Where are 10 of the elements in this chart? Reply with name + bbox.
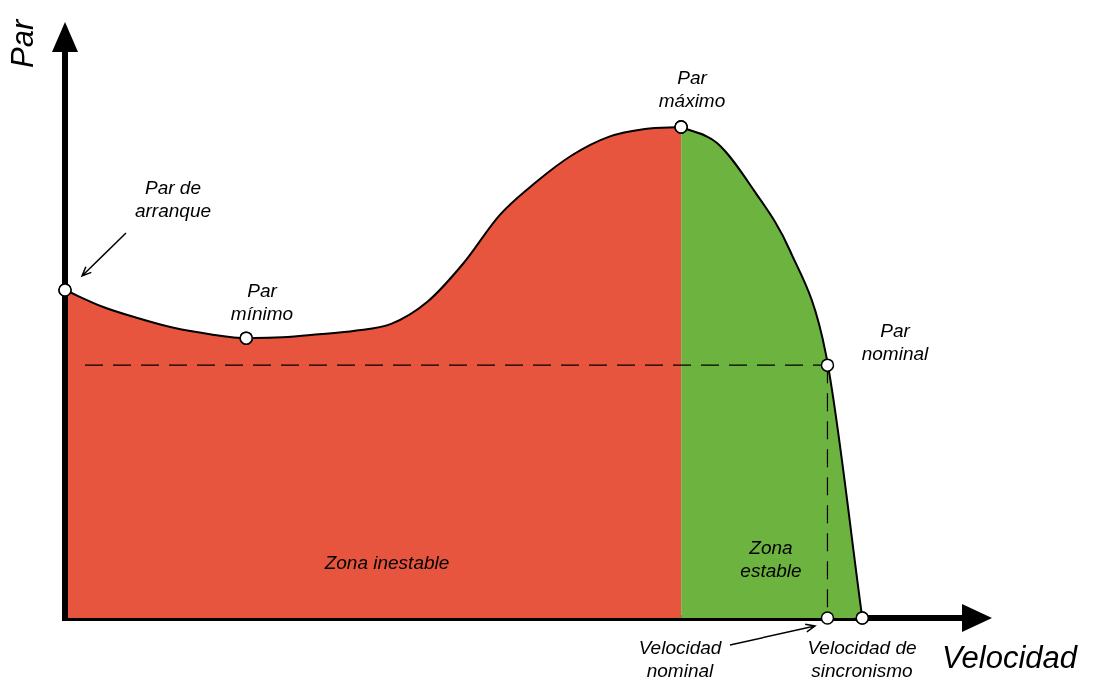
annotation: Par nominal	[860, 320, 930, 366]
x-axis-title: Velocidad	[942, 640, 1078, 676]
annotation: Par de arranque	[133, 177, 213, 223]
y-axis-title: Par	[5, 19, 41, 68]
annotation: Par mínimo	[229, 280, 295, 326]
annotation: Zona inestable	[324, 551, 450, 575]
annotation: Zona estable	[739, 537, 803, 583]
text: Par máximo	[657, 67, 727, 113]
text: Velocidad de sincronismo	[806, 637, 918, 683]
text: Velocidad nominal	[637, 637, 723, 683]
